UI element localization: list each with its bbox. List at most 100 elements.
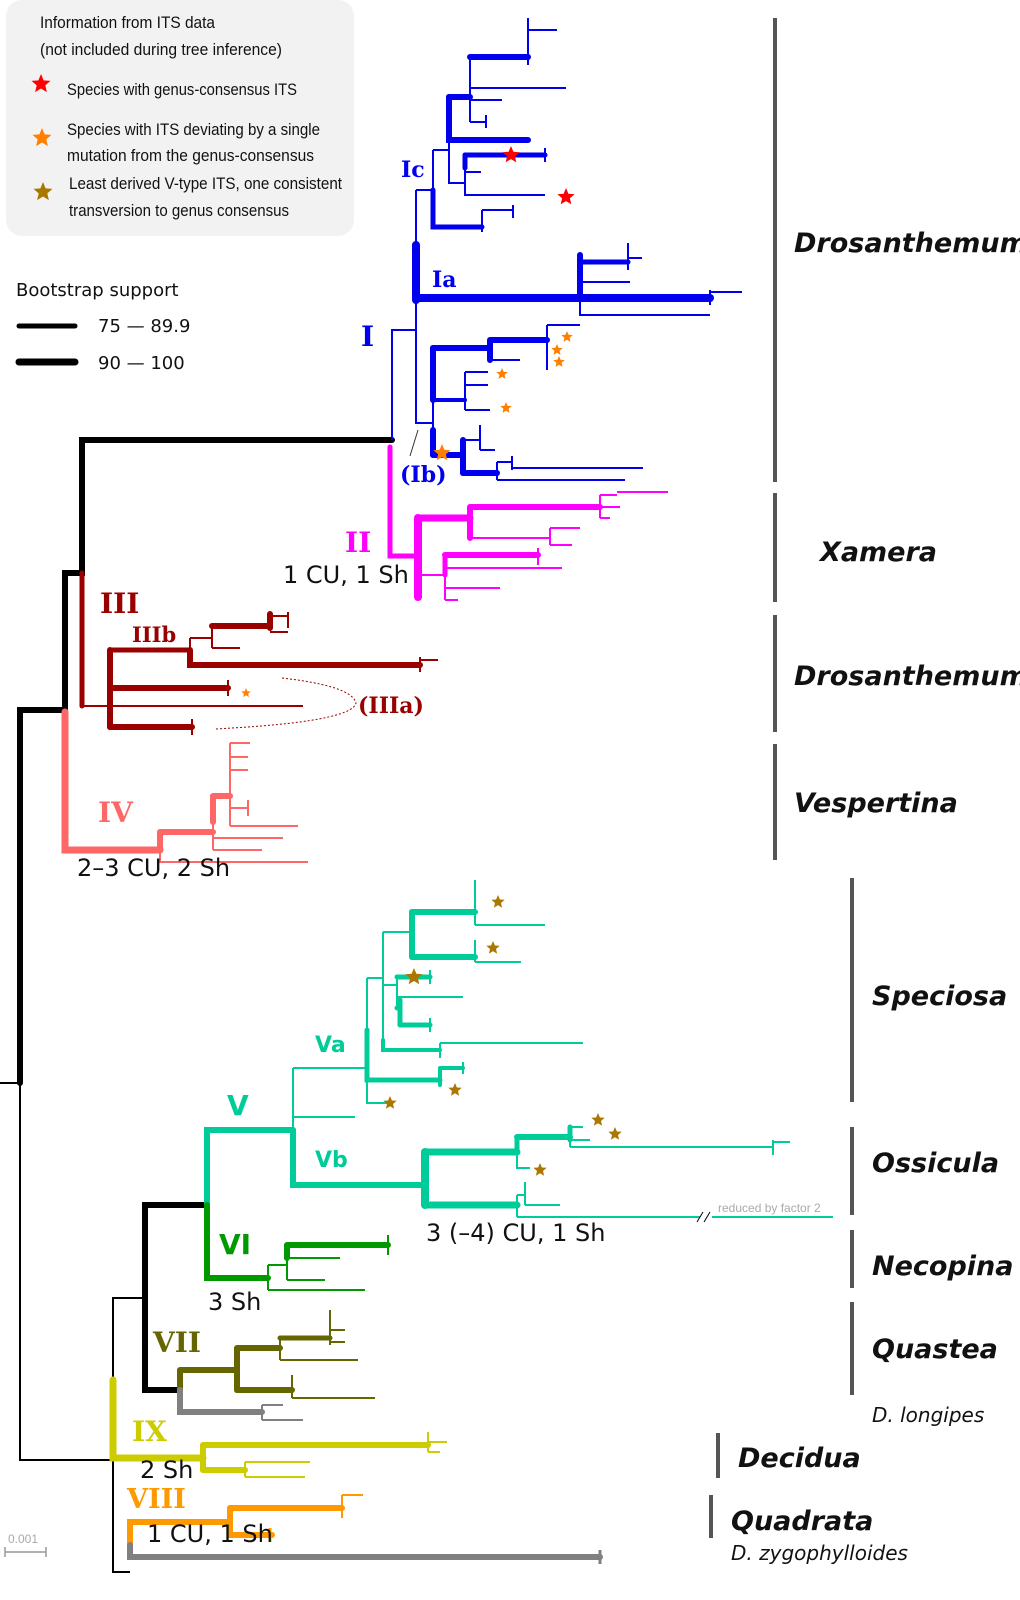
branch-clade-V [381,1038,442,1052]
branch-clade-II [599,491,668,519]
legend-title: Information from ITS data [40,13,215,32]
branch-clade-V [397,970,463,998]
clade-label-IIIa: (IIIa) [358,693,424,719]
brown-star-icon [405,968,423,985]
orange-star-icon [561,331,573,342]
legend-item-single-line2: mutation from the genus-consensus [67,146,314,165]
clade-Ib-pointer [409,429,419,457]
annotation-VIII: 1 CU, 1 Sh [147,1520,273,1548]
brown-star-icon [491,895,505,908]
branch-clade-I [391,329,416,440]
branch-clade-II [467,504,603,541]
annotation-VI: 3 Sh [208,1288,261,1316]
annotation-II: 1 CU, 1 Sh [283,561,409,589]
bracket-vespertina [773,744,777,860]
bracket-quadrata [709,1495,713,1538]
scale-bar: 0.001 [4,1532,47,1557]
bracket-quastea [850,1302,854,1395]
branch-clade-I [470,87,566,128]
branch-clade-III [190,626,240,649]
branch-clade-VIII [127,1505,233,1548]
legend-background [6,0,354,236]
bootstrap-range-medium: 75 — 89.9 [98,316,190,337]
clade-label-VII: VII [152,1326,201,1359]
clade-label-Ib: (Ib) [400,462,447,488]
group-label-speciosa: Speciosa [872,981,1007,1012]
tree-branches [0,18,833,1573]
orange-star-icon [32,128,52,147]
branch-clade-backbone [19,1083,145,1461]
clade-label-IIIb: IIIb [132,622,176,647]
brown-star-icon [383,1096,397,1109]
clade-label-Ia: Ia [432,267,457,293]
bracket-necopina [850,1230,854,1288]
branch-clade-II [470,527,580,546]
branch-clade-I [527,18,557,65]
branch-clade-I [709,290,742,305]
species-label-d-zygophylloides: D. zygophylloides [731,1541,908,1565]
branch-clade-VI [267,1264,365,1291]
branch-clade-IV [159,850,308,863]
branch-clade-III [187,647,423,668]
branch-clade-VIII [341,1494,363,1518]
branch-clade-IX [200,1442,431,1473]
scale-bar-label: 0.001 [8,1532,38,1546]
branch-clade-I [415,300,433,424]
bracket-decidua [716,1433,720,1478]
bracket-drosanthemum-1 [773,18,777,482]
group-label-xamera: Xamera [818,537,937,568]
clade-label-Vb: Vb [315,1148,348,1173]
red-star-icon [502,146,520,163]
bracket-xamera [773,493,777,602]
clade-label-IV: IV [98,796,134,829]
branch-clade-I [430,187,485,230]
branch-clade-VII [279,1338,358,1361]
branch-clade-backbone [112,1460,130,1573]
group-label-quastea: Quastea [872,1334,998,1365]
branch-clade-VIII [227,1505,345,1538]
branch-clade-I [464,168,545,196]
branch-clade-V [438,1066,465,1087]
branch-clade-V [383,975,398,1010]
group-label-necopina: Necopina [872,1251,1014,1282]
group-label-drosanthemum-2: Drosanthemum [794,661,1020,692]
branch-clade-VI [286,1257,340,1281]
branch-clade-V [204,1127,296,1208]
branch-clade-I [464,371,490,411]
branch-clade-V [290,1127,428,1188]
branch-clade-I [465,148,546,173]
branch-clade-I [487,337,550,363]
branch-clade-IV [212,822,283,851]
its-legend: Information from ITS data (not included … [6,0,354,236]
its-stars [241,146,622,1176]
branch-clade-V [394,997,433,1028]
branch-clade-VII [329,1310,345,1345]
brown-star-icon [486,941,500,954]
branch-clade-backbone [142,1202,210,1393]
branch-clade-backbone [17,437,395,1086]
bootstrap-title: Bootstrap support [16,280,179,301]
branch-clade-V [474,940,521,963]
orange-star-icon [32,128,52,147]
bracket-drosanthemum-2 [773,615,777,732]
branch-clade-V [516,1182,833,1218]
clade-label-II: II [345,526,371,559]
orange-star-icon [553,356,565,367]
branch-clade-I [446,94,531,143]
branch-clade-IV [157,829,216,853]
bootstrap-range-thick: 90 — 100 [98,353,185,374]
bracket-ossicula [850,1127,854,1215]
branch-clade-IX [109,1376,207,1462]
orange-star-icon [551,344,563,355]
orange-star-icon [241,688,251,697]
legend-subtitle: (not included during tree inference) [40,40,282,59]
branch-clade-I [448,140,465,184]
branch-clade-I [580,243,642,283]
annotation-IV: 2–3 CU, 2 Sh [77,854,230,882]
legend-item-vtype-line2: transversion to genus consensus [69,201,289,220]
branch-clade-V [366,1080,390,1104]
species-label-d-longipes: D. longipes [872,1403,984,1427]
annotation-IX: 2 Sh [140,1456,193,1484]
